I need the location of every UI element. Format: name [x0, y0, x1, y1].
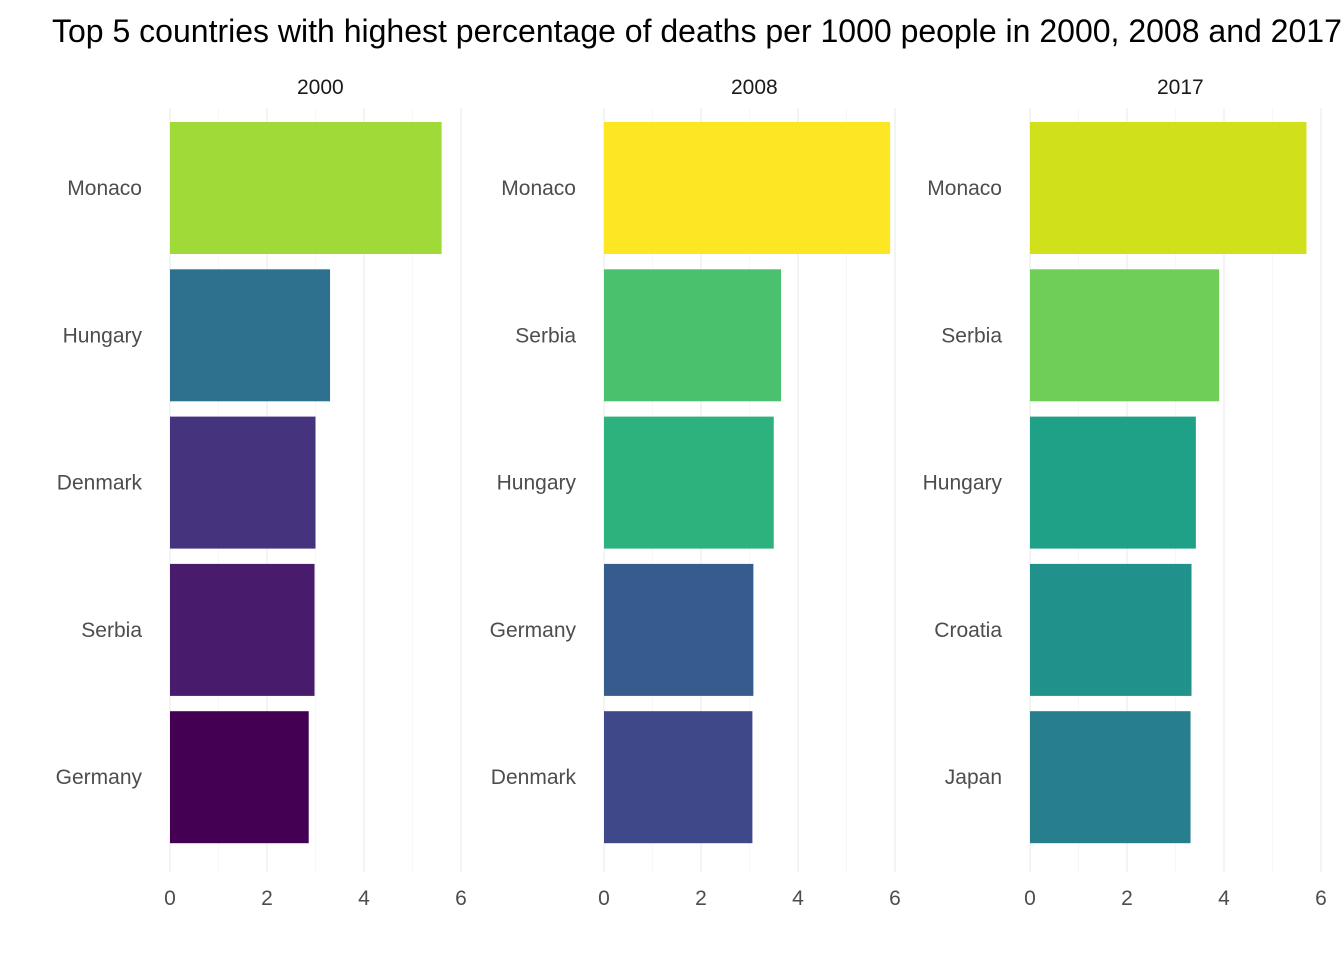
category-label: Croatia — [934, 619, 1002, 642]
bar — [1030, 563, 1192, 696]
facet-label: 2000 — [297, 76, 344, 99]
bar — [604, 122, 891, 254]
category-label: Germany — [490, 619, 577, 642]
category-label: Hungary — [497, 472, 577, 495]
category-label: Germany — [56, 766, 143, 789]
category-label: Monaco — [927, 177, 1002, 200]
category-label: Serbia — [515, 324, 576, 347]
bar — [1030, 416, 1196, 549]
chart-title: Top 5 countries with highest percentage … — [52, 13, 1342, 49]
category-label: Monaco — [501, 177, 576, 200]
facet-label: 2008 — [731, 76, 778, 99]
bar — [170, 269, 331, 402]
bar — [604, 269, 782, 402]
x-tick-label: 0 — [164, 887, 176, 910]
category-label: Serbia — [941, 324, 1002, 347]
facet-label: 2017 — [1157, 76, 1204, 99]
category-label: Denmark — [491, 766, 577, 789]
bar — [604, 416, 774, 549]
category-label: Monaco — [67, 177, 142, 200]
x-tick-label: 6 — [889, 887, 901, 910]
category-label: Japan — [945, 766, 1002, 789]
x-tick-label: 0 — [598, 887, 610, 910]
bar — [1030, 269, 1220, 402]
category-label: Serbia — [81, 619, 142, 642]
bar — [604, 563, 754, 696]
x-tick-label: 4 — [358, 887, 370, 910]
x-tick-label: 2 — [695, 887, 707, 910]
bar — [170, 122, 442, 254]
x-tick-label: 2 — [261, 887, 273, 910]
x-tick-label: 6 — [1315, 887, 1327, 910]
bar — [170, 563, 315, 696]
bar — [170, 416, 316, 549]
bar — [1030, 711, 1191, 844]
x-tick-label: 4 — [792, 887, 804, 910]
bar — [604, 711, 753, 844]
x-tick-label: 6 — [455, 887, 467, 910]
category-label: Hungary — [923, 472, 1003, 495]
x-tick-label: 0 — [1024, 887, 1036, 910]
x-tick-label: 4 — [1218, 887, 1230, 910]
panels: 0 2 4 6 2000 Monaco Hungary Denmark Serbia German… — [56, 76, 1327, 910]
x-tick-label: 2 — [1121, 887, 1133, 910]
bar — [170, 711, 309, 844]
category-label: Denmark — [57, 472, 143, 495]
bar — [1030, 122, 1307, 254]
category-label: Hungary — [63, 324, 143, 347]
